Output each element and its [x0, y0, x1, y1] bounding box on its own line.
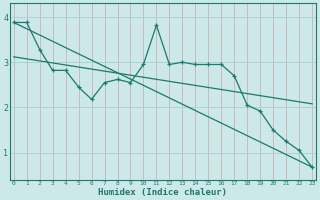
X-axis label: Humidex (Indice chaleur): Humidex (Indice chaleur): [98, 188, 228, 197]
